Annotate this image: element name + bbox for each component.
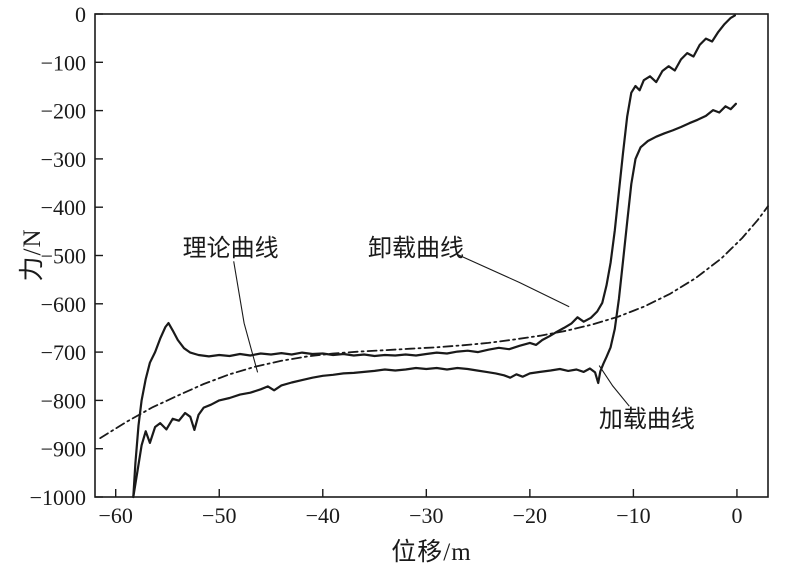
y-tick-label: −700 [41, 340, 86, 365]
theoretical-curve [99, 205, 769, 439]
y-tick-label: −1000 [30, 485, 86, 510]
x-tick-label: −60 [98, 503, 132, 528]
x-tick-label: −50 [202, 503, 236, 528]
y-tick-label: 0 [75, 2, 86, 27]
y-tick-label: −800 [41, 388, 86, 413]
y-tick-label: −200 [41, 99, 86, 124]
y-axis-title: 力/N [19, 228, 46, 282]
annotation-label: 卸载曲线 [368, 235, 464, 262]
x-tick-label: 0 [731, 503, 742, 528]
y-tick-label: −500 [41, 244, 86, 269]
annotation-label: 加载曲线 [599, 406, 695, 433]
x-tick-label: −30 [409, 503, 443, 528]
y-tick-label: −600 [41, 292, 86, 317]
y-tick-label: −300 [41, 147, 86, 172]
unloading-curve [132, 14, 736, 499]
y-tick-label: −100 [41, 50, 86, 75]
y-tick-label: −400 [41, 195, 86, 220]
x-tick-label: −40 [306, 503, 340, 528]
annotation-leader [598, 365, 630, 407]
x-axis-title: 位移/m [391, 539, 472, 566]
y-tick-label: −900 [41, 437, 86, 462]
loading-curve [132, 102, 737, 499]
x-tick-label: −10 [616, 503, 650, 528]
annotation-label: 理论曲线 [183, 235, 279, 262]
annotation-leader [233, 261, 259, 373]
annotation-leader [457, 253, 570, 308]
x-tick-label: −20 [513, 503, 547, 528]
